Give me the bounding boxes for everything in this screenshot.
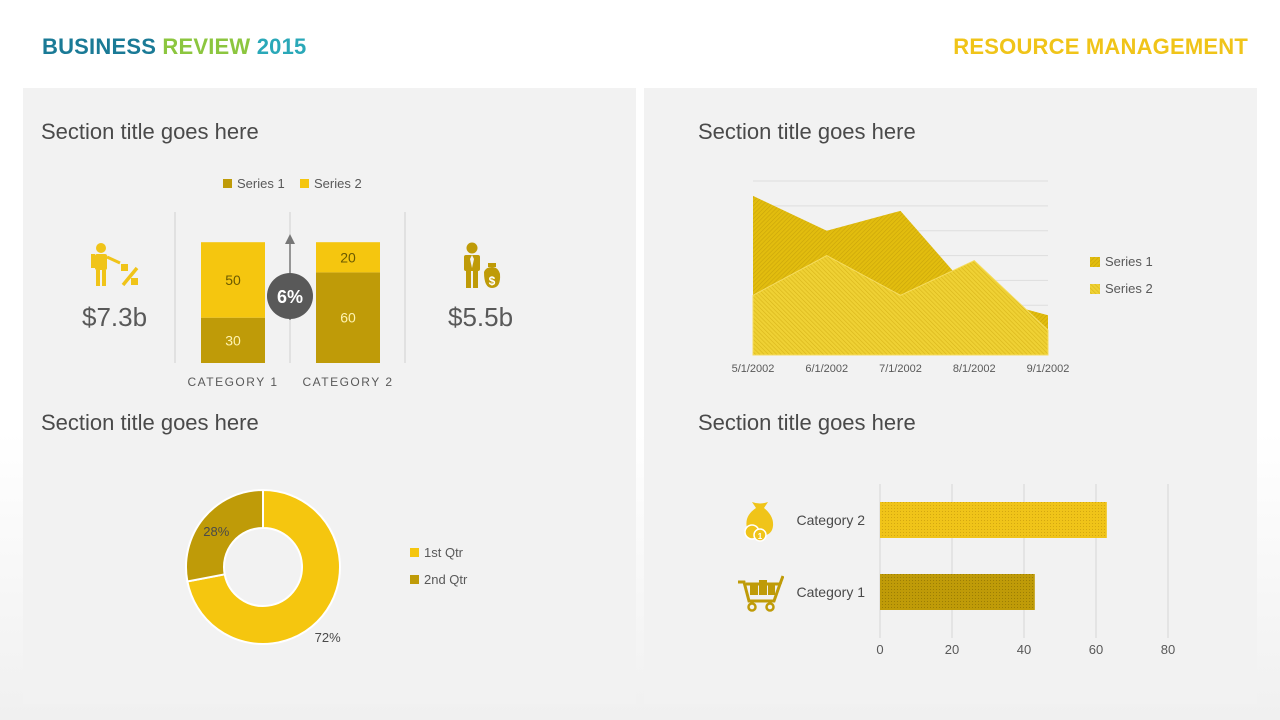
section-title-top-left: Section title goes here <box>41 119 259 144</box>
donut-slice-2 <box>185 488 264 583</box>
x-tick-label: 40 <box>1017 642 1031 657</box>
businessman-money-bag-icon: $ <box>464 242 501 288</box>
section-title-top-right: Section title goes here <box>698 119 916 144</box>
legend-swatch <box>410 575 419 584</box>
area-chart: 5/1/2002 6/1/2002 7/1/2002 8/1/2002 9/1/2002 <box>732 180 1070 375</box>
bar-segment <box>316 242 380 273</box>
section-title-bottom-right: Section title goes here <box>698 410 916 435</box>
legend-swatch <box>1090 283 1100 294</box>
x-tick-label: 5/1/2002 <box>732 363 775 375</box>
growth-badge-label: 6% <box>277 287 303 307</box>
data-label: 30 <box>225 332 241 348</box>
title-word-year: 2015 <box>256 34 307 59</box>
area-legend-series-2: Series 2 <box>1090 281 1153 296</box>
area-series-2 <box>752 255 1049 356</box>
money-bag-coins-icon: 1 <box>744 502 774 542</box>
section-title-bottom-left: Section title goes here <box>41 410 259 435</box>
x-tick-label: 60 <box>1089 642 1103 657</box>
category-label: CATEGORY 2 <box>302 375 393 389</box>
x-tick-label: 6/1/2002 <box>805 363 848 375</box>
legend-swatch <box>1090 256 1100 267</box>
svg-text:$: $ <box>489 274 496 288</box>
x-tick-label: 80 <box>1161 642 1175 657</box>
category-label: Category 2 <box>797 512 866 528</box>
shopping-cart-icon <box>738 575 784 612</box>
title-word-review: REVIEW <box>162 34 251 59</box>
x-tick-label: 7/1/2002 <box>879 363 922 375</box>
horizontal-bar-chart: 0 20 40 60 80 Category 2 Category 1 <box>797 484 1175 657</box>
value-right: $5.5b <box>448 302 514 332</box>
x-tick-label: 9/1/2002 <box>1027 363 1070 375</box>
hbar <box>880 574 1035 610</box>
donut-legend-1st-qtr: 1st Qtr <box>410 545 463 560</box>
donut-slice-1 <box>186 488 341 645</box>
donut-legend-2nd-qtr: 2nd Qtr <box>410 572 467 587</box>
stacked-bar-chart: 30 50 CATEGORY 1 60 20 CATEGORY 2 6% <box>174 212 406 389</box>
legend-swatch <box>300 179 309 188</box>
data-label: 20 <box>340 249 356 265</box>
x-tick-label: 0 <box>876 642 883 657</box>
presenter-percent-icon <box>91 243 139 287</box>
category-label: Category 1 <box>797 584 866 600</box>
area-legend-series-1: Series 1 <box>1090 254 1153 269</box>
x-tick-label: 20 <box>945 642 959 657</box>
hbar <box>880 502 1107 538</box>
resource-management-title: RESOURCE MANAGEMENT <box>953 34 1248 59</box>
legend-series-1: Series 1 <box>223 176 285 191</box>
legend-swatch <box>223 179 232 188</box>
legend-swatch <box>410 548 419 557</box>
donut-value-label: 72% <box>315 630 341 645</box>
value-left: $7.3b <box>82 302 148 332</box>
page-title: BUSINESS REVIEW 2015 <box>42 34 306 60</box>
growth-arrow-head <box>285 234 295 244</box>
legend-series-2: Series 2 <box>300 176 362 191</box>
category-label: CATEGORY 1 <box>187 375 278 389</box>
donut-chart: 72% 28% <box>185 488 341 645</box>
bar-segment <box>201 242 265 318</box>
data-label: 60 <box>340 310 356 326</box>
svg-text:1: 1 <box>758 532 763 541</box>
bar-segment <box>201 317 265 363</box>
bar-segment <box>316 272 380 363</box>
growth-badge <box>267 273 313 319</box>
title-word-business: BUSINESS <box>42 34 157 59</box>
data-label: 50 <box>225 272 241 288</box>
x-tick-label: 8/1/2002 <box>953 363 996 375</box>
donut-value-label: 28% <box>203 524 229 539</box>
